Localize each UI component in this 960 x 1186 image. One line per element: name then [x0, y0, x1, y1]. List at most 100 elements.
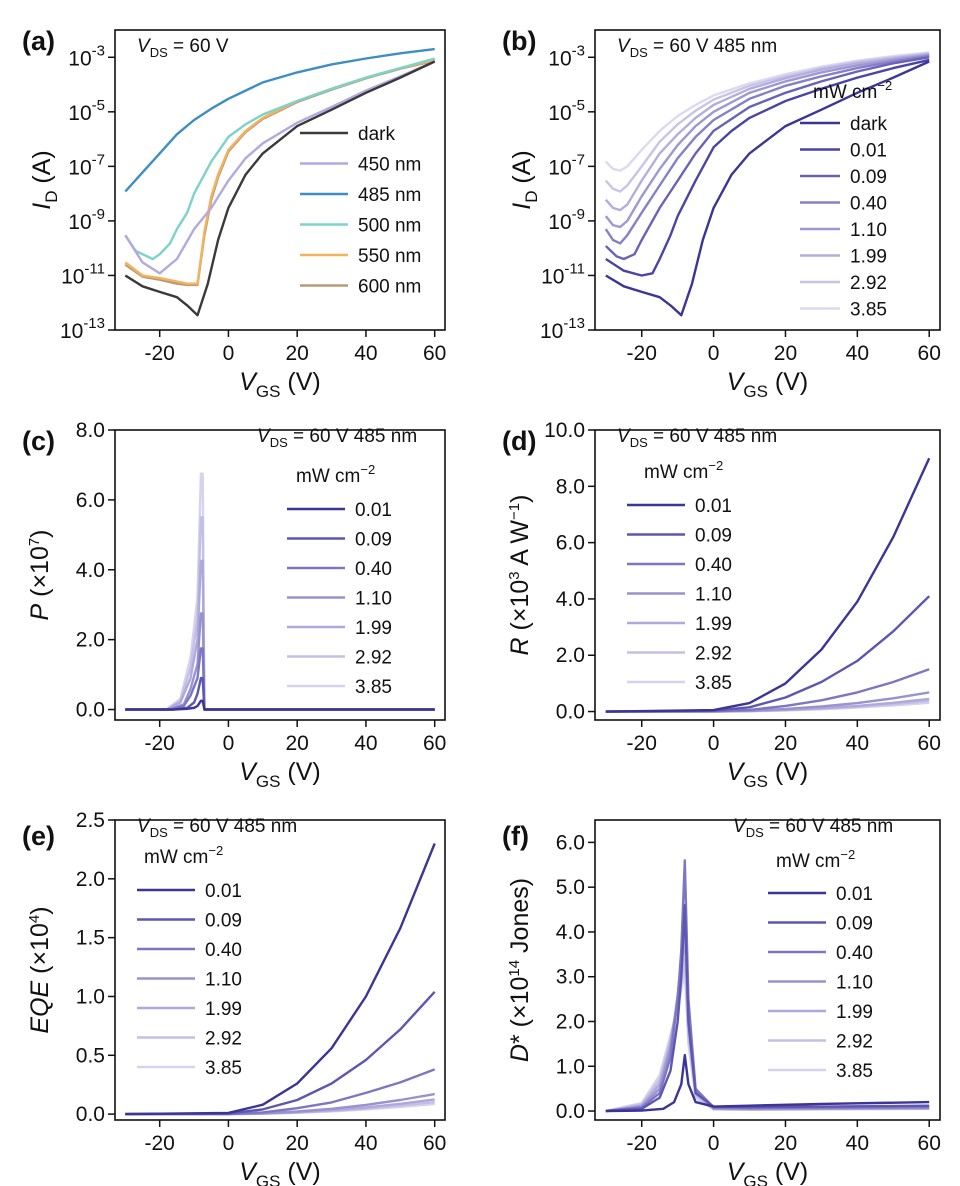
plot-area: [124, 47, 436, 317]
series-line-dark: [605, 60, 930, 317]
legend-label: 0.01: [695, 496, 732, 517]
y-tick-label: 4.0: [556, 588, 585, 611]
series-line-1-99: [604, 53, 930, 212]
x-tick-label: 0: [223, 732, 235, 755]
x-tick-label: 0: [708, 732, 720, 755]
panel-label: (a): [22, 26, 55, 56]
legend-title: mW cm−2: [644, 458, 723, 483]
series-line-0-01: [125, 699, 435, 711]
legend-label: 600 nm: [358, 277, 421, 298]
series-line-500-nm: [124, 57, 436, 261]
x-tick-label: -20: [145, 1132, 175, 1155]
y-tick-label: 2.0: [556, 644, 585, 667]
plot-frame: [594, 429, 941, 721]
y-axis-label: ID (A): [508, 150, 541, 210]
legend-label: 1.10: [695, 585, 732, 606]
plot-frame: [594, 819, 941, 1121]
legend-label: dark: [358, 124, 395, 145]
y-tick-label: 0.0: [556, 1100, 585, 1123]
legend-label: 1.99: [695, 614, 732, 635]
legend-label: 1.99: [850, 247, 887, 268]
legend-label: 0.40: [850, 194, 887, 215]
y-tick-label: 6.0: [556, 831, 585, 854]
legend-label: 0.40: [355, 559, 392, 580]
series-line-0-40: [605, 859, 930, 1113]
x-tick-label: 20: [286, 342, 309, 365]
series-line-2-92: [605, 957, 930, 1113]
y-tick-label: 10-11: [61, 260, 105, 288]
plot-area: [604, 51, 930, 317]
legend-label: 2.92: [355, 648, 392, 669]
x-tick-label: -20: [145, 732, 175, 755]
series-line-0-01: [605, 58, 930, 277]
panel-label: (d): [502, 426, 536, 456]
y-tick-label: 6.0: [556, 532, 585, 555]
panel-label: (b): [502, 26, 536, 56]
legend-title: mW cm−2: [144, 843, 223, 868]
y-tick-label: 5.0: [556, 876, 585, 899]
legend-label: 2.92: [205, 1029, 242, 1050]
legend-label: 1.10: [836, 973, 873, 994]
y-axis-label: R (×103 A W−1): [506, 495, 534, 656]
y-tick-label: 10-3: [68, 42, 105, 70]
y-tick-label: 2.0: [76, 629, 105, 652]
y-tick-label: 10-5: [68, 97, 105, 125]
series-line-0-01: [605, 457, 931, 713]
x-axis-label: VGS (V): [727, 1158, 809, 1186]
x-tick-label: 40: [846, 342, 869, 365]
x-tick-label: 0: [223, 1132, 235, 1155]
legend-label: 0.40: [205, 940, 242, 961]
condition-annotation: VDS = 60 V 485 nm: [257, 426, 417, 450]
panel-c-chart: -20 0 20 40 60 0.0 2.0 4.0 6.0 8.0 VGS (V) P (×107)…: [22, 419, 446, 791]
y-tick-label: 3.0: [556, 966, 585, 989]
plot-frame: [114, 429, 446, 721]
y-tick-label: 4.0: [556, 921, 585, 944]
x-tick-label: -20: [627, 1132, 657, 1155]
series-line-450-nm: [124, 60, 436, 275]
series-line-1-10: [605, 903, 930, 1113]
x-axis-label: VGS (V): [239, 758, 321, 791]
y-tick-label: 10-13: [60, 315, 105, 343]
x-tick-label: 20: [774, 342, 797, 365]
legend-label: dark: [850, 114, 887, 135]
x-tick-label: 0: [708, 1132, 720, 1155]
condition-annotation: VDS = 60 V: [137, 36, 229, 60]
series-line-2-92: [604, 52, 930, 193]
legend-label: 3.85: [695, 673, 732, 694]
condition-annotation: VDS = 60 V 485 nm: [137, 816, 297, 840]
legend-label: 0.01: [355, 500, 392, 521]
legend-label: 485 nm: [358, 185, 421, 206]
x-tick-label: -20: [145, 342, 175, 365]
y-tick-label: 10-9: [548, 206, 585, 234]
y-axis-label: P (×107): [26, 529, 54, 620]
legend-label: 1.10: [205, 970, 242, 991]
legend-label: 1.99: [836, 1002, 873, 1023]
panel-b-chart: -20 0 20 40 60 10-3 10-5 10-7 10-9 10-11 10-13 VGS …: [502, 26, 941, 400]
legend-label: 450 nm: [358, 155, 421, 176]
legend-label: 2.92: [850, 273, 887, 294]
y-tick-label: 10-7: [548, 151, 585, 179]
y-tick-label: 10-13: [540, 315, 585, 343]
plot-area: [125, 472, 435, 711]
legend-label: 0.01: [850, 141, 887, 162]
series-line-0-09: [604, 56, 930, 261]
x-tick-label: 40: [354, 732, 377, 755]
series-line-0-01: [125, 843, 436, 1116]
legend-label: 1.10: [850, 220, 887, 241]
x-tick-label: 40: [354, 1132, 377, 1155]
condition-annotation: VDS = 60 V 485 nm: [617, 36, 777, 60]
legend-label: 1.99: [355, 618, 392, 639]
y-tick-label: 0.0: [556, 701, 585, 724]
x-tick-label: -20: [627, 732, 657, 755]
x-axis-label: VGS (V): [239, 368, 321, 400]
x-tick-label: 60: [423, 732, 446, 755]
legend-label: 2.92: [695, 644, 732, 665]
x-tick-label: 20: [774, 1132, 797, 1155]
x-tick-label: 60: [918, 732, 941, 755]
legend-label: 3.85: [850, 300, 887, 321]
x-tick-label: 0: [708, 342, 720, 365]
panel-label: (e): [22, 821, 55, 851]
y-tick-label: 8.0: [556, 475, 585, 498]
y-axis-label: EQE (×104): [26, 906, 54, 1033]
